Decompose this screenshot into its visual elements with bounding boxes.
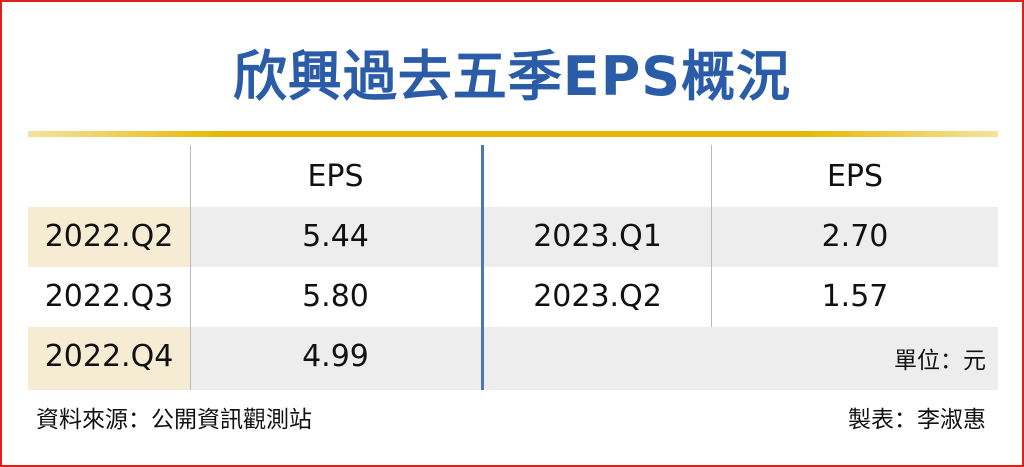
row-bg [190, 327, 998, 390]
column-header: EPS [826, 159, 884, 194]
quarter-label: 2022.Q3 [44, 279, 174, 314]
quarter-label: 2022.Q4 [44, 339, 174, 374]
source: 資料來源：公開資訊觀測站 [36, 407, 312, 433]
divider [28, 131, 998, 137]
row-bg [28, 327, 190, 390]
table-separator [481, 145, 484, 390]
eps-value: 5.44 [302, 219, 369, 254]
column-separator [711, 145, 712, 327]
quarter-label: 2023.Q1 [533, 219, 662, 254]
author: 製表：李淑惠 [848, 407, 986, 433]
quarter-label: 2023.Q2 [533, 279, 662, 314]
row-bg [28, 207, 190, 267]
eps-value: 2.70 [821, 219, 889, 254]
eps-value: 1.57 [821, 279, 889, 314]
quarter-label: 2022.Q2 [44, 219, 174, 254]
eps-value: 4.99 [302, 339, 369, 374]
eps-value: 5.80 [302, 279, 369, 314]
column-separator [190, 145, 191, 390]
column-header: EPS [307, 159, 364, 194]
title: 欣興過去五季EPS概況 [232, 45, 792, 108]
row-bg [190, 207, 998, 267]
unit: 單位：元 [894, 348, 986, 374]
